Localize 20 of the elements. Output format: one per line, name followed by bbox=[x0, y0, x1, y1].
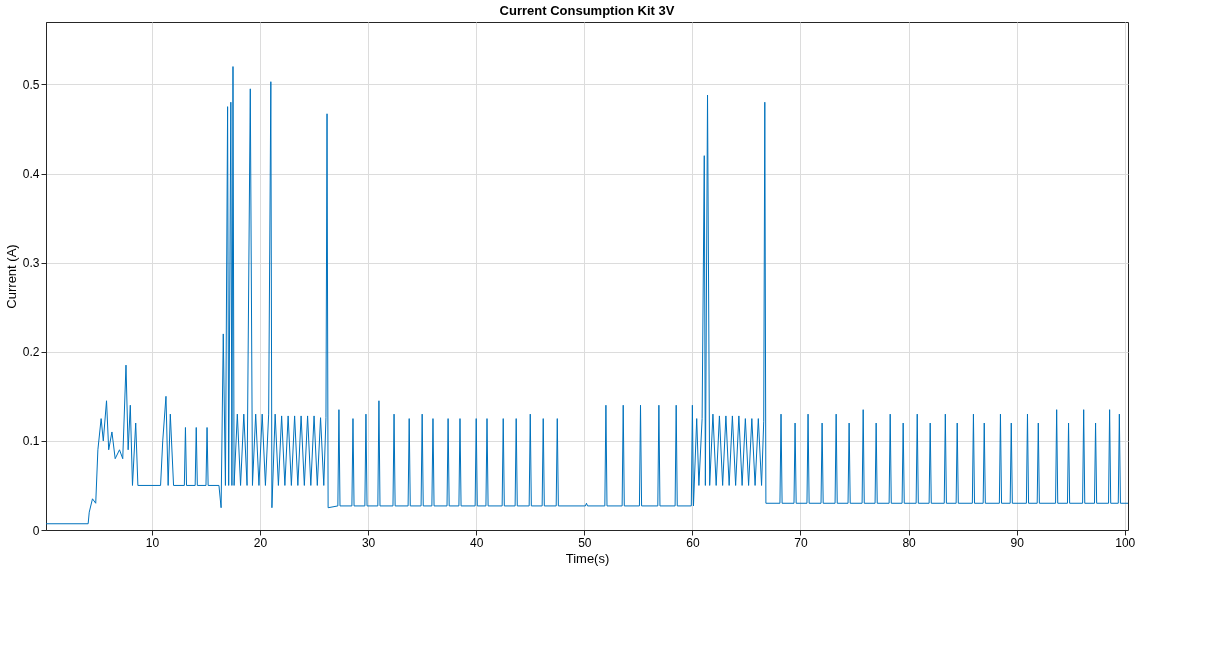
x-tick-label: 10 bbox=[145, 535, 160, 550]
x-axis-title: Time(s) bbox=[565, 550, 610, 566]
x-tick-label: 90 bbox=[1010, 535, 1025, 550]
chart-title: Current Consumption Kit 3V bbox=[499, 3, 675, 18]
y-tick-label: 0.5 bbox=[22, 77, 40, 92]
x-tick-label: 80 bbox=[902, 535, 917, 550]
x-tick-label: 50 bbox=[578, 535, 592, 550]
y-tick-label: 0 bbox=[32, 523, 40, 538]
line-series bbox=[45, 66, 1129, 525]
y-tick-label: 0.4 bbox=[22, 167, 40, 182]
y-axis-title: Current (A) bbox=[3, 244, 19, 309]
y-tick-label: 0.2 bbox=[22, 345, 40, 360]
x-tick-label: 60 bbox=[686, 535, 700, 550]
x-tick-label: 100 bbox=[1115, 535, 1136, 550]
x-tick-label: 30 bbox=[361, 535, 376, 550]
y-tick-label: 0.1 bbox=[22, 434, 40, 449]
x-tick-label: 20 bbox=[253, 535, 268, 550]
x-tick-label: 70 bbox=[794, 535, 808, 550]
y-tick-label: 0.3 bbox=[22, 256, 40, 271]
x-tick-label: 40 bbox=[470, 535, 484, 550]
